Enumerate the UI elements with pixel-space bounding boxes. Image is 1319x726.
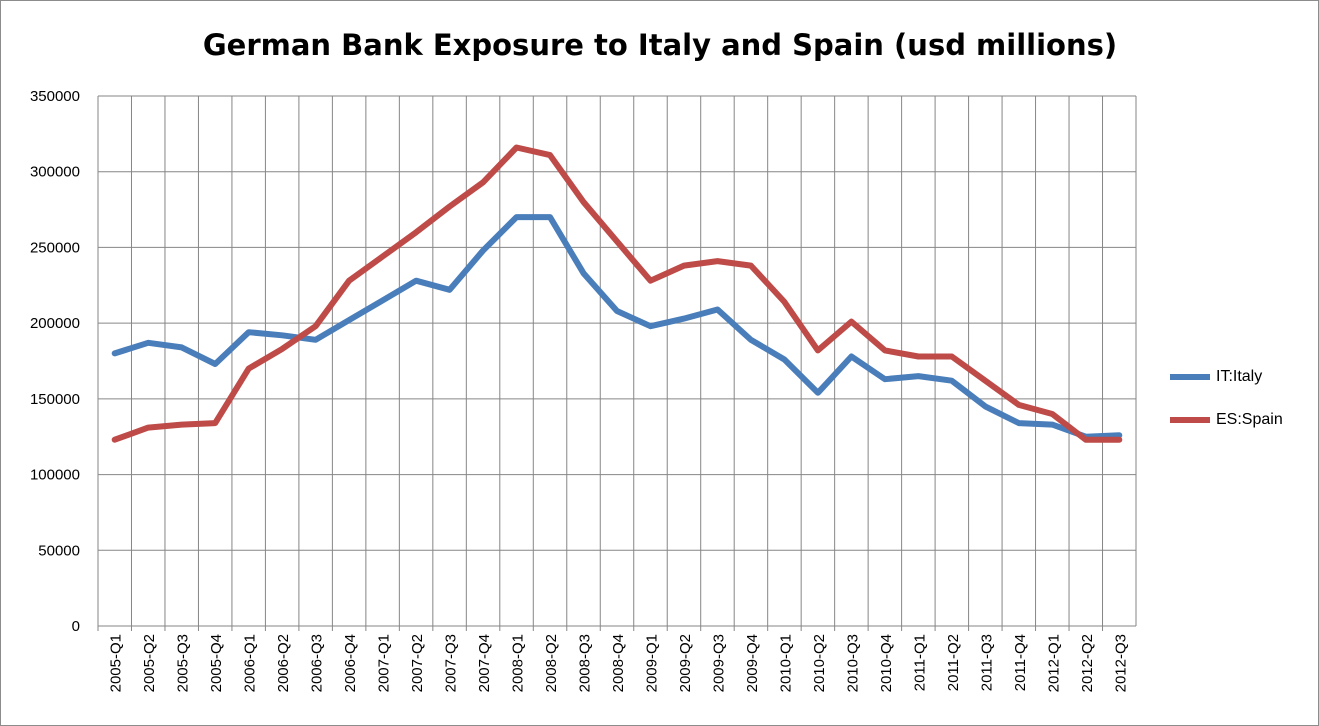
x-tick-label: 2007-Q1 (376, 634, 393, 692)
y-tick-label: 100000 (30, 467, 80, 484)
legend-item-italy: IT:Italy (1170, 368, 1262, 386)
x-tick-label: 2006-Q3 (309, 634, 326, 692)
y-tick-label: 350000 (30, 88, 80, 105)
x-tick-label: 2009-Q3 (710, 634, 727, 692)
y-tick-label: 200000 (30, 315, 80, 332)
legend-label-italy: IT:Italy (1216, 368, 1263, 385)
x-tick-label: 2006-Q4 (342, 634, 359, 692)
x-tick-label: 2005-Q2 (141, 634, 158, 692)
x-tick-label: 2012-Q1 (1045, 634, 1062, 692)
x-tick-label: 2008-Q2 (543, 634, 560, 692)
x-tick-label: 2007-Q3 (443, 634, 460, 692)
legend-item-spain: ES:Spain (1170, 411, 1283, 429)
chart-title: German Bank Exposure to Italy and Spain … (202, 28, 1118, 62)
y-tick-label: 300000 (30, 164, 80, 181)
x-tick-label: 2007-Q2 (409, 634, 426, 692)
x-tick-label: 2010-Q4 (878, 634, 895, 692)
series-line-spain (111, 144, 1123, 443)
x-tick-label: 2005-Q1 (108, 634, 125, 692)
legend-swatch-italy (1170, 374, 1210, 380)
x-tick-label: 2011-Q3 (978, 634, 995, 691)
x-tick-label: 2008-Q4 (610, 634, 627, 692)
x-tick-label: 2009-Q4 (744, 634, 761, 692)
x-tick-label: 2010-Q3 (844, 634, 861, 692)
x-tick-label: 2010-Q2 (811, 634, 828, 692)
x-tick-label: 2010-Q1 (777, 634, 794, 692)
x-tick-label: 2011-Q4 (1012, 634, 1029, 691)
x-tick-label: 2011-Q2 (945, 634, 962, 691)
y-tick-label: 0 (72, 618, 80, 635)
series-line-italy (111, 214, 1123, 440)
x-tick-label: 2012-Q3 (1112, 634, 1129, 692)
x-tick-label: 2007-Q4 (476, 634, 493, 692)
x-tick-label: 2011-Q1 (911, 634, 928, 691)
legend-label-spain: ES:Spain (1216, 411, 1283, 428)
x-tick-label: 2008-Q3 (577, 634, 594, 692)
x-tick-label: 2005-Q3 (175, 634, 192, 692)
y-tick-label: 150000 (30, 391, 80, 408)
x-tick-label: 2005-Q4 (208, 634, 225, 692)
legend-swatch-spain (1170, 417, 1210, 423)
x-tick-label: 2008-Q1 (510, 634, 527, 692)
x-tick-label: 2006-Q2 (275, 634, 292, 692)
x-tick-label: 2006-Q1 (242, 634, 259, 692)
y-tick-label: 250000 (30, 239, 80, 256)
plot-area (98, 96, 1136, 626)
x-tick-label: 2009-Q1 (643, 634, 660, 692)
x-tick-label: 2009-Q2 (677, 634, 694, 692)
y-tick-label: 50000 (38, 542, 80, 559)
x-tick-label: 2012-Q2 (1079, 634, 1096, 692)
